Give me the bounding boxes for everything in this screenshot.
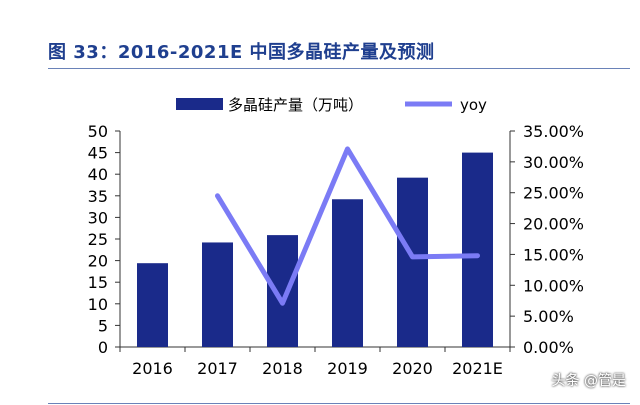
y-right-tick-label: 25.00% <box>523 184 584 203</box>
y-right-tick-label: 10.00% <box>523 276 584 295</box>
y-left-tick-label: 45 <box>88 144 108 163</box>
y-right-tick-label: 0.00% <box>523 338 574 357</box>
y-right-tick-label: 30.00% <box>523 153 584 172</box>
legend-bar-label: 多晶硅产量（万吨） <box>228 96 363 114</box>
y-right-tick-label: 35.00% <box>523 122 584 141</box>
y-left-tick-label: 5 <box>98 316 108 335</box>
y-right-tick-label: 20.00% <box>523 215 584 234</box>
bar-2018 <box>267 235 298 347</box>
y-left-tick-label: 50 <box>88 122 108 141</box>
bar-2016 <box>137 263 168 347</box>
x-tick-label: 2017 <box>197 359 238 378</box>
y-left-tick-label: 40 <box>88 165 108 184</box>
watermark-text: 头条 @管是 <box>551 373 626 389</box>
y-left-tick-label: 20 <box>88 252 108 271</box>
x-tick-label: 2018 <box>262 359 303 378</box>
legend-bar-swatch <box>176 98 223 110</box>
bar-2017 <box>202 242 233 347</box>
y-right-tick-label: 5.00% <box>523 307 574 326</box>
y-left-tick-label: 25 <box>88 230 108 249</box>
x-tick-label: 2021E <box>452 359 503 378</box>
x-tick-label: 2020 <box>392 359 433 378</box>
y-left-tick-label: 15 <box>88 273 108 292</box>
x-tick-label: 2019 <box>327 359 368 378</box>
x-tick-label: 2016 <box>132 359 173 378</box>
title-divider <box>48 68 630 69</box>
figure-title: 图 33：2016-2021E 中国多晶硅产量及预测 <box>48 42 435 63</box>
y-left-tick-label: 30 <box>88 208 108 227</box>
bar-2021E <box>462 152 493 347</box>
y-left-tick-label: 10 <box>88 295 108 314</box>
bar-2019 <box>332 199 363 347</box>
y-right-tick-label: 15.00% <box>523 245 584 264</box>
bottom-divider <box>48 403 630 404</box>
bar-2020 <box>397 177 428 347</box>
y-left-tick-label: 0 <box>98 338 108 357</box>
legend-line-label: yoy <box>460 96 487 114</box>
y-left-tick-label: 35 <box>88 187 108 206</box>
